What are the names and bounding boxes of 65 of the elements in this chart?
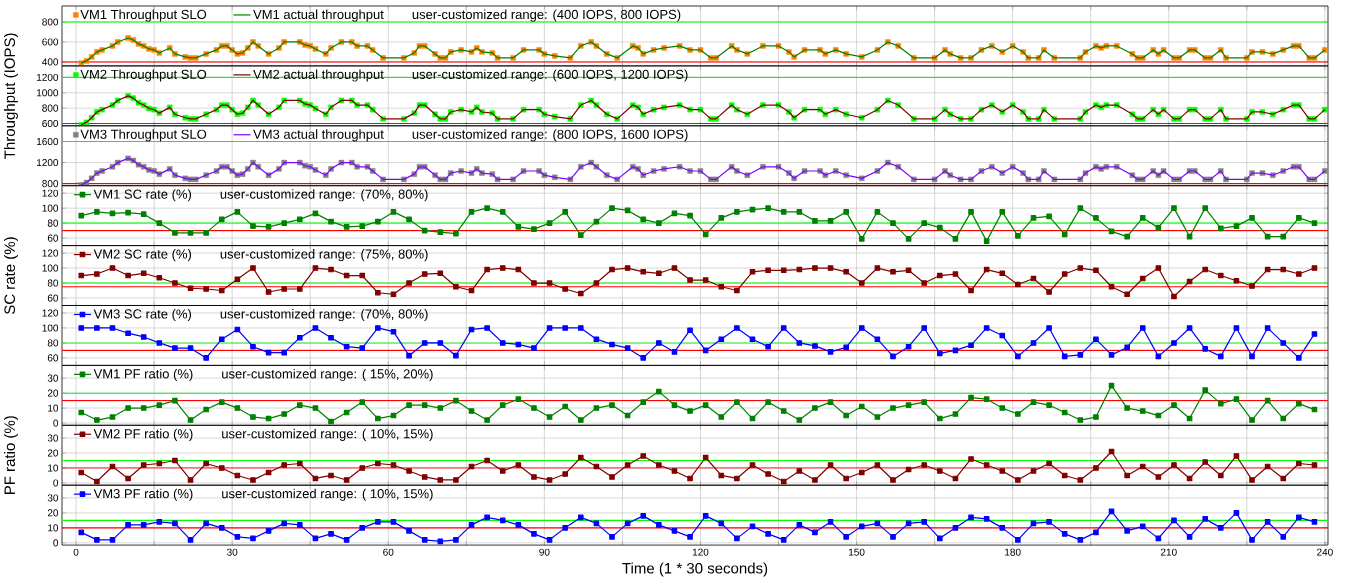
y-tick-label: 120 xyxy=(42,249,59,257)
y-tick-label: 80 xyxy=(47,339,59,347)
y-tick-label: 10 xyxy=(48,464,59,472)
y-axis-title: Throughput (IOPS) xyxy=(3,33,18,159)
y-tick-label: 600 xyxy=(42,119,59,128)
x-tick-label: 0 xyxy=(73,548,79,556)
legend-label: VM3 actual throughput xyxy=(253,129,384,142)
y-tick-label: 20 xyxy=(47,449,59,457)
y-tick-label: 60 xyxy=(47,234,59,242)
legend-label: VM1 PF ratio (%) xyxy=(93,368,193,382)
x-tick-label: 240 xyxy=(1317,548,1333,556)
y-tick-label: 800 xyxy=(42,18,59,26)
x-tick-label: 60 xyxy=(383,548,394,556)
y-tick-label: 400 xyxy=(42,58,59,66)
y-tick-label: 60 xyxy=(47,294,59,302)
legend-label: VM2 SC rate (%) xyxy=(93,249,192,262)
y-tick-label: 0 xyxy=(53,479,59,487)
y-tick-label: 100 xyxy=(42,264,59,272)
annotation: user-customized range: (70%, 80%) xyxy=(220,308,428,322)
x-tick-label: 210 xyxy=(1160,548,1177,556)
annotation: user-customized range: ( 15%, 20%) xyxy=(222,368,433,382)
legend-label: VM1 SC rate (%) xyxy=(93,189,192,202)
legend-label: VM1 actual throughput xyxy=(253,9,384,22)
y-tick-label: 1200 xyxy=(37,159,59,167)
legend-label: VM3 Throughput SLO xyxy=(80,129,207,142)
y-tick-label: 30 xyxy=(47,374,59,382)
y-tick-label: 0 xyxy=(53,539,59,547)
x-tick-label: 150 xyxy=(848,548,865,556)
y-tick-label: 1200 xyxy=(37,73,59,81)
x-tick-label: 90 xyxy=(539,548,550,556)
y-tick-label: 1600 xyxy=(37,138,59,146)
y-tick-label: 1000 xyxy=(37,89,59,97)
y-tick-label: 800 xyxy=(42,104,59,112)
y-tick-label: 30 xyxy=(47,494,59,502)
x-tick-label: 180 xyxy=(1005,548,1021,556)
y-tick-label: 0 xyxy=(53,419,59,427)
y-tick-label: 60 xyxy=(47,354,59,362)
annotation: user-customized range: ( 10%, 15%) xyxy=(222,488,433,501)
y-tick-label: 600 xyxy=(42,38,59,46)
legend-label: VM3 SC rate (%) xyxy=(93,308,192,322)
y-tick-label: 100 xyxy=(42,204,59,212)
y-axis-title: PF ratio (%) xyxy=(4,416,18,495)
y-tick-label: 10 xyxy=(48,404,59,412)
y-tick-label: 120 xyxy=(42,189,59,197)
legend-label: VM3 PF ratio (%) xyxy=(93,488,193,501)
x-tick-label: 120 xyxy=(692,548,709,556)
legend-label: VM1 Throughput SLO xyxy=(80,9,207,22)
y-tick-label: 80 xyxy=(47,279,59,287)
annotation: user-customized range: (75%, 80%) xyxy=(220,249,428,262)
annotation: user-customized range: ( 10%, 15%) xyxy=(222,428,433,441)
y-tick-label: 20 xyxy=(47,389,59,397)
x-axis-title: Time (1 * 30 seconds) xyxy=(622,562,768,577)
y-tick-label: 80 xyxy=(47,219,59,227)
annotation: user-customized range: (70%, 80%) xyxy=(220,189,428,202)
y-tick-label: 20 xyxy=(47,509,59,517)
y-tick-label: 120 xyxy=(42,309,59,317)
y-tick-label: 100 xyxy=(42,324,59,332)
y-axis-title: SC rate (%) xyxy=(4,237,18,315)
annotation: user-customized range: (800 IOPS, 1600 IOPS) xyxy=(412,129,688,142)
x-tick-label: 30 xyxy=(226,548,238,556)
annotation: user-customized range: (400 IOPS, 800 IOPS) xyxy=(412,9,681,22)
legend-label: VM2 PF ratio (%) xyxy=(93,428,193,441)
y-tick-label: 10 xyxy=(48,524,59,532)
y-tick-label: 800 xyxy=(42,180,59,188)
y-tick-label: 30 xyxy=(47,434,59,442)
